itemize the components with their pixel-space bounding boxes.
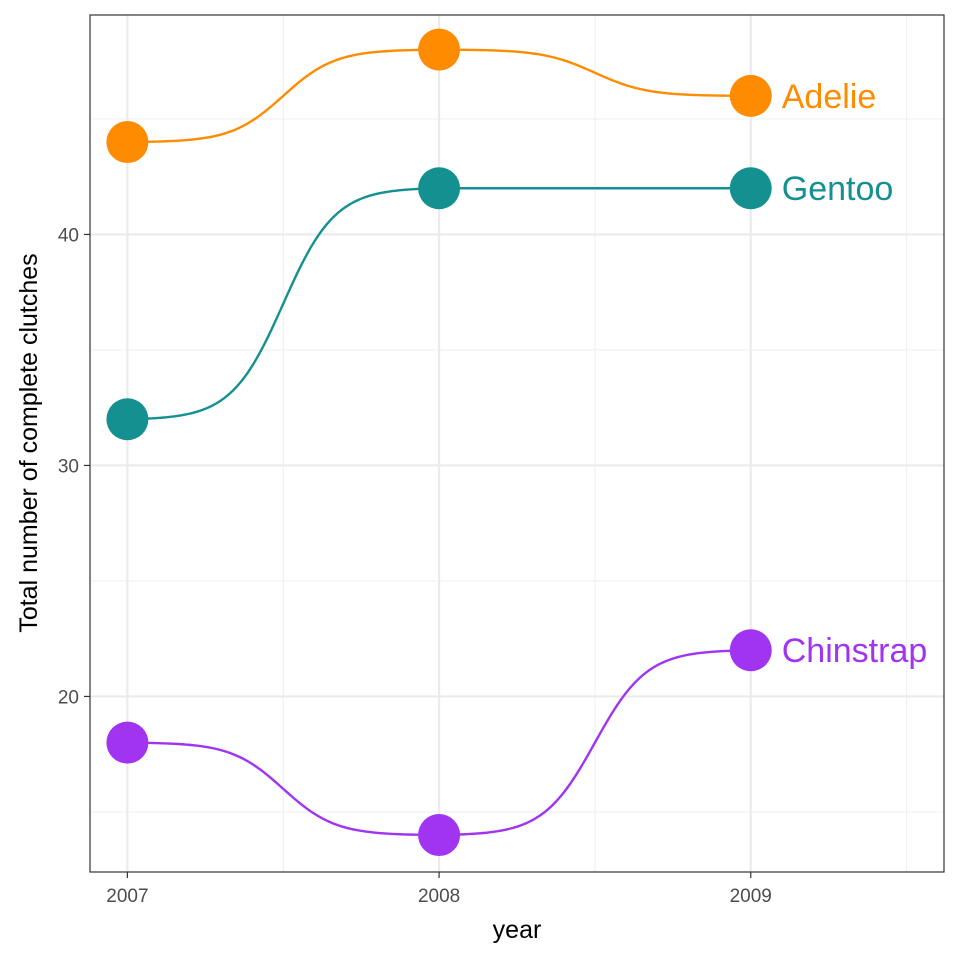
data-point-adelie [106, 121, 149, 164]
y-axis-title: Total number of complete clutches [15, 253, 43, 632]
data-point-chinstrap [418, 814, 461, 857]
x-tick-label: 2008 [418, 886, 460, 907]
data-point-adelie [418, 28, 461, 71]
data-point-gentoo [729, 167, 772, 210]
series-label-chinstrap: Chinstrap [782, 632, 928, 670]
y-tick-label: 20 [58, 687, 79, 708]
y-tick-label: 40 [58, 225, 79, 246]
plot-background [90, 15, 944, 872]
data-point-gentoo [106, 398, 149, 441]
y-axis-ticks: 20 30 40 [58, 225, 90, 708]
series-label-gentoo: Gentoo [782, 170, 894, 208]
y-tick-label: 30 [58, 456, 79, 477]
data-point-chinstrap [729, 629, 772, 672]
x-axis-title: year [493, 916, 542, 944]
data-point-gentoo [418, 167, 461, 210]
x-tick-label: 2009 [730, 886, 772, 907]
series-points [106, 28, 772, 857]
x-tick-label: 2007 [106, 886, 148, 907]
minor-gridlines [90, 15, 944, 872]
series-labels: Adelie Gentoo Chinstrap [782, 78, 928, 670]
data-point-chinstrap [106, 721, 149, 764]
x-axis-ticks: 2007 2008 2009 [106, 872, 772, 907]
plot-panel-border [89, 14, 945, 873]
series-label-adelie: Adelie [782, 78, 877, 116]
data-point-adelie [729, 74, 772, 117]
major-gridlines [90, 15, 944, 872]
